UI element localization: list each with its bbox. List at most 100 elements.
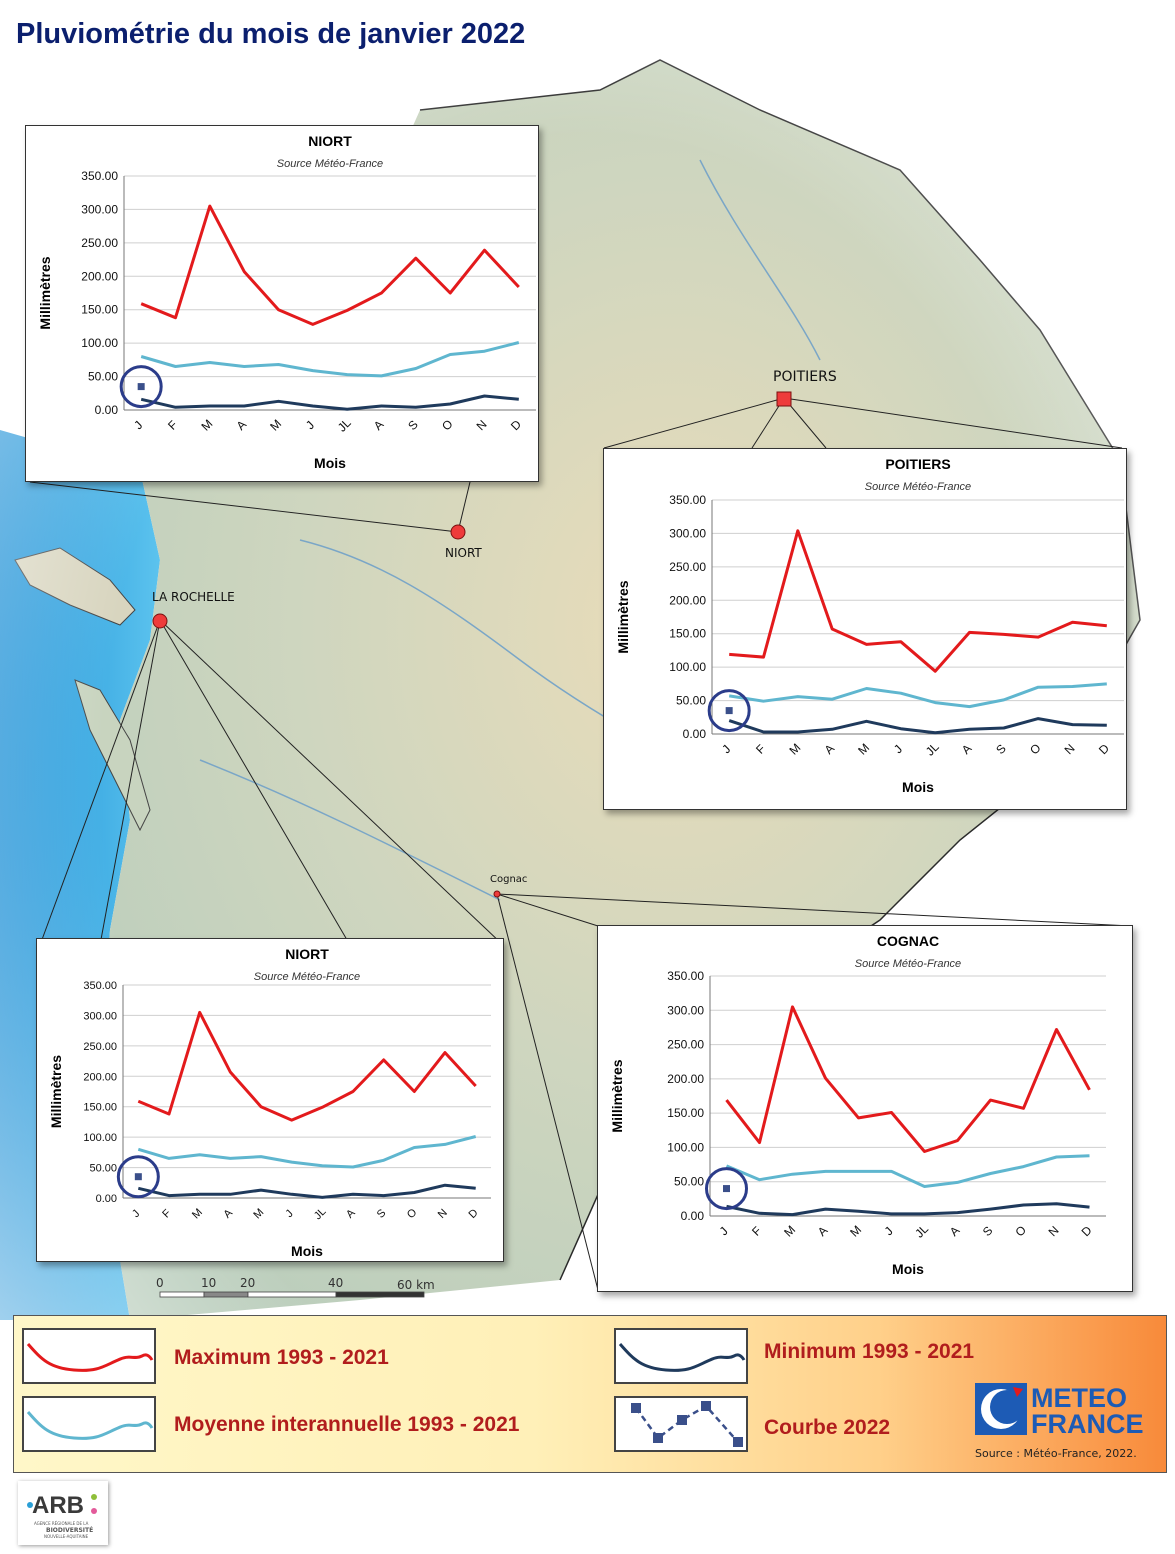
legend-label-maximum: Maximum 1993 - 2021 (174, 1346, 389, 1369)
chart-subtitle: Source Météo-France (865, 481, 971, 493)
legend-swatch-maximum (22, 1328, 156, 1384)
legend-panel: Maximum 1993 - 2021 Moyenne interannuell… (13, 1315, 1167, 1473)
x-tick-label: S (993, 741, 1009, 757)
series-line-2 (137, 1183, 476, 1199)
la-rochelle-marker (152, 613, 168, 629)
y-tick-label: 300.00 (83, 1010, 117, 1022)
y-tick-label: 350.00 (81, 169, 118, 183)
legend-swatch-minimum (614, 1328, 748, 1384)
x-tick-label: M (855, 741, 872, 758)
x-tick-label: M (847, 1223, 864, 1240)
x-tick-label: O (439, 417, 456, 434)
legend-swatch-moyenne (22, 1396, 156, 1452)
y-tick-label: 200.00 (667, 1072, 704, 1086)
scale-bar (159, 1291, 425, 1298)
y-tick-label: 0.00 (681, 1209, 705, 1223)
chart-connectors (29, 397, 1132, 1291)
x-tick-label: J (130, 1208, 142, 1220)
point-2022 (725, 707, 733, 715)
series-line-0 (725, 1005, 1091, 1153)
point-2022-highlight-ring (707, 689, 751, 733)
series-line-1 (728, 682, 1107, 709)
x-tick-label: N (1046, 1223, 1062, 1239)
legend-label-courbe-2022: Courbe 2022 (764, 1416, 891, 1439)
y-tick-label: 100.00 (669, 660, 706, 674)
y-tick-label: 100.00 (667, 1140, 704, 1154)
x-axis-label: Mois (291, 1243, 323, 1259)
y-tick-label: 100.00 (81, 336, 118, 350)
y-tick-label: 250.00 (83, 1041, 117, 1053)
y-tick-label: 300.00 (669, 526, 706, 540)
city-label-niort: NIORT (445, 546, 482, 560)
x-tick-label: J (717, 1224, 731, 1238)
x-axis-label: Mois (892, 1261, 924, 1277)
x-tick-label: M (190, 1206, 205, 1221)
x-tick-label: A (822, 741, 838, 757)
legend-label-minimum: Minimum 1993 - 2021 (764, 1340, 975, 1363)
point-2022 (723, 1185, 730, 1193)
x-tick-label: A (815, 1223, 831, 1239)
point-2022 (134, 1173, 142, 1181)
x-axis-label: Mois (902, 779, 934, 795)
y-axis-label: Millimètres (615, 580, 631, 653)
y-tick-label: 350.00 (667, 969, 704, 983)
chart-subtitle: Source Météo-France (855, 958, 961, 970)
point-2022 (137, 383, 145, 391)
city-label-cognac: Cognac (490, 874, 528, 885)
series-line-0 (140, 204, 520, 326)
chart-niort-top: NIORT Source Météo-France 0.00 50.00 100.00 1… (25, 125, 539, 482)
x-tick-label: A (947, 1223, 963, 1239)
city-label-poitiers: POITIERS (773, 369, 837, 385)
scale-tick: 40 (328, 1276, 344, 1290)
cognac-marker (493, 890, 501, 898)
chart-cognac: COGNAC Source Météo-France 0.00 50.00 100.00… (597, 925, 1133, 1292)
chart-title: NIORT (285, 946, 329, 962)
y-tick-label: 300.00 (667, 1003, 704, 1017)
x-tick-label: JL (312, 1206, 329, 1223)
scale-tick: 20 (240, 1276, 256, 1290)
y-axis-label: Millimètres (37, 256, 53, 329)
point-2022-highlight-ring (119, 365, 163, 409)
x-tick-label: S (980, 1223, 996, 1239)
x-tick-label: O (1027, 741, 1044, 758)
y-tick-label: 50.00 (88, 370, 118, 384)
y-tick-label: 350.00 (83, 980, 117, 992)
y-tick-label: 0.00 (95, 403, 119, 417)
x-tick-label: M (781, 1223, 798, 1240)
niort-marker (450, 524, 466, 540)
y-tick-label: 50.00 (89, 1163, 117, 1175)
point-2022-highlight-ring (116, 1155, 160, 1199)
scale-tick: 10 (201, 1276, 217, 1290)
y-tick-label: 150.00 (669, 627, 706, 641)
svg-text:METEO: METEO (1031, 1383, 1127, 1413)
x-tick-label: A (344, 1207, 358, 1221)
y-tick-label: 150.00 (81, 303, 118, 317)
chart-title: POITIERS (885, 456, 950, 472)
y-tick-label: 200.00 (669, 593, 706, 607)
x-tick-label: N (436, 1207, 450, 1221)
scale-end-label: 60 km (397, 1278, 435, 1292)
x-tick-label: J (891, 742, 905, 756)
y-tick-label: 50.00 (676, 694, 706, 708)
series-line-1 (725, 1154, 1090, 1188)
x-tick-label: D (1096, 741, 1112, 757)
y-tick-label: 100.00 (83, 1132, 117, 1144)
chart-niort-bottom: NIORT Source Météo-France 0.00 50.00 100.00 1… (36, 938, 504, 1262)
point-2022-highlight-ring (705, 1167, 748, 1211)
x-tick-label: JL (923, 740, 942, 759)
x-tick-label: F (160, 1207, 173, 1220)
y-tick-label: 250.00 (669, 560, 706, 574)
arb-logo: ARB AGENCE RÉGIONALE DE LA BIODIVERSITÉ … (18, 1481, 108, 1545)
legend-label-moyenne: Moyenne interannuelle 1993 - 2021 (174, 1413, 520, 1436)
y-axis-label: Millimètres (609, 1059, 625, 1132)
city-label-la-rochelle: LA ROCHELLE (152, 590, 235, 604)
x-tick-label: M (267, 417, 284, 434)
x-tick-label: N (1062, 741, 1078, 757)
y-tick-label: 200.00 (81, 269, 118, 283)
x-tick-label: D (1079, 1223, 1095, 1239)
x-tick-label: J (719, 742, 733, 756)
x-axis-label: Mois (314, 455, 346, 471)
y-tick-label: 0.00 (683, 727, 707, 741)
series-line-1 (137, 1135, 477, 1169)
x-tick-label: F (165, 418, 180, 433)
